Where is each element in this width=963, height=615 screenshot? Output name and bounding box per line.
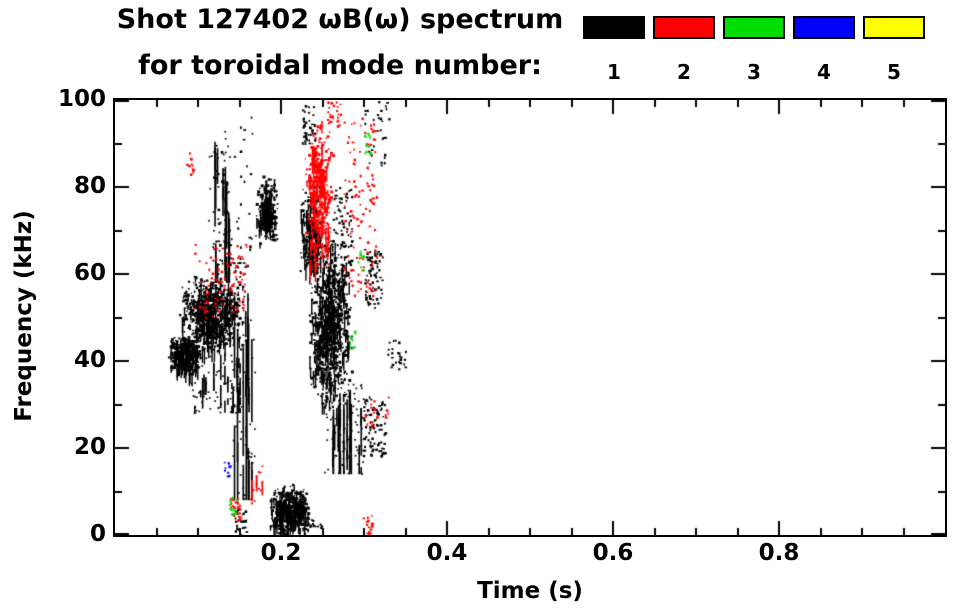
y-axis-label: Frequency (kHz) [11,210,37,422]
x-tick-label: 0.2 [260,540,302,566]
x-tick-label: 0.8 [758,540,800,566]
y-tick-label: 40 [73,347,106,373]
plot-frame [113,98,947,537]
y-tick-label: 80 [73,173,106,199]
y-tick-label: 0 [89,521,106,547]
x-tick-label: 0.4 [426,540,468,566]
legend-label-3: 3 [747,60,761,84]
legend-swatch-1 [583,16,645,39]
legend-label-2: 2 [677,60,691,84]
x-axis-label: Time (s) [477,578,583,604]
legend-label-1: 1 [607,60,621,84]
chart-title-line2: for toroidal mode number: [138,50,542,81]
legend-label-5: 5 [887,60,901,84]
legend-swatch-2 [653,16,715,39]
legend-label-4: 4 [817,60,831,84]
chart-title-line1: Shot 127402 ωB(ω) spectrum [116,4,564,35]
legend-swatch-4 [793,16,855,39]
plot-canvas [115,100,945,535]
legend-swatch-5 [863,16,925,39]
x-tick-label: 0.6 [592,540,634,566]
y-tick-label: 60 [73,260,106,286]
y-tick-label: 100 [57,86,106,112]
legend-swatch-3 [723,16,785,39]
y-tick-label: 20 [73,434,106,460]
legend: 1 2 3 4 5 [583,14,943,90]
